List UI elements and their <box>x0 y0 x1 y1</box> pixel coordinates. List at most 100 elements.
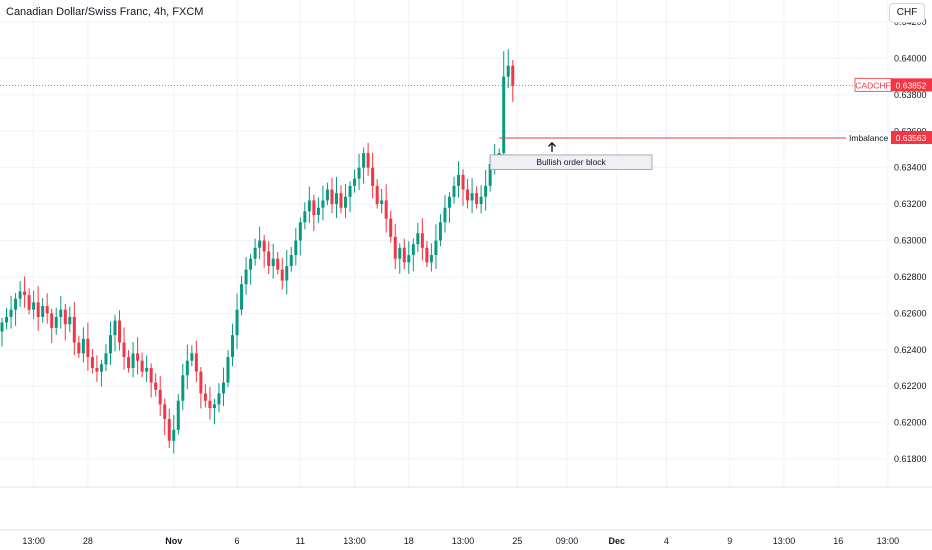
candle-body <box>425 247 429 263</box>
candle <box>221 367 225 407</box>
candle <box>389 210 393 243</box>
candle-body <box>199 371 203 394</box>
y-tick-label: 0.62400 <box>894 345 927 355</box>
candle <box>312 194 316 232</box>
candle-body <box>479 196 483 205</box>
candle <box>398 243 402 274</box>
candle <box>190 345 194 367</box>
candle-body <box>163 404 167 419</box>
candle-body <box>334 193 338 205</box>
candle <box>438 214 442 247</box>
candle-body <box>212 404 216 409</box>
candle <box>95 355 99 382</box>
candle-body <box>330 189 334 205</box>
x-tick-label: 9 <box>727 536 732 546</box>
candle <box>27 288 31 315</box>
candle <box>118 310 122 351</box>
candle-body <box>353 178 357 186</box>
candle <box>420 218 424 261</box>
candle-body <box>466 189 470 201</box>
candle-body <box>86 338 90 358</box>
candle-body <box>221 382 225 394</box>
candle-body <box>0 322 4 332</box>
x-tick-label: Nov <box>165 536 182 546</box>
candle <box>407 241 411 274</box>
candle <box>484 169 488 211</box>
candle-body <box>452 185 456 197</box>
candle <box>375 179 379 209</box>
candle <box>348 181 352 212</box>
candle <box>54 307 58 335</box>
x-tick-label: 09:00 <box>556 536 579 546</box>
candle <box>158 375 162 416</box>
candle-body <box>5 316 9 323</box>
candle-body <box>420 233 424 248</box>
candle <box>475 186 479 209</box>
candle-body <box>54 316 58 328</box>
candle-body <box>95 367 99 372</box>
candle-body <box>63 309 67 325</box>
order-block-label: Bullish order block <box>536 157 606 167</box>
candle-body <box>434 240 438 256</box>
candle-body <box>104 353 108 365</box>
candle <box>181 363 185 410</box>
candle <box>262 234 266 268</box>
candle-body <box>407 255 411 263</box>
candle <box>244 256 248 295</box>
chart-grid <box>0 0 932 531</box>
candle <box>136 337 140 375</box>
y-tick-label: 0.62800 <box>894 272 927 282</box>
candle <box>90 349 94 374</box>
candle <box>330 178 334 214</box>
candle-body <box>50 313 54 328</box>
candle-body <box>176 400 180 430</box>
candle-body <box>217 393 221 405</box>
candle-body <box>402 247 406 263</box>
candle-body <box>366 153 370 168</box>
candle-body <box>253 247 257 259</box>
currency-button[interactable]: CHF <box>889 3 925 23</box>
candle <box>68 306 72 333</box>
candle-body <box>194 353 198 372</box>
x-tick-label: 13:00 <box>22 536 45 546</box>
candle-body <box>108 335 112 354</box>
candle-body <box>348 185 352 197</box>
candle <box>443 195 447 233</box>
candle-body <box>502 76 506 154</box>
candle <box>145 355 149 382</box>
candle-body <box>344 196 348 208</box>
candle <box>371 152 375 199</box>
candle <box>23 276 27 308</box>
candle <box>99 359 103 387</box>
candle <box>240 276 244 316</box>
candle <box>63 303 67 341</box>
candle-body <box>339 193 343 208</box>
candle-body <box>127 357 131 368</box>
candle-body <box>362 153 366 168</box>
candle-body <box>81 338 85 354</box>
candle-body <box>393 236 397 259</box>
candle <box>429 243 433 272</box>
x-tick-label: 13:00 <box>773 536 796 546</box>
candle-body <box>411 244 415 256</box>
candle <box>249 254 253 285</box>
candle-body <box>77 342 81 354</box>
candle-body <box>72 316 76 343</box>
candle <box>285 249 289 295</box>
candle-body <box>59 309 63 317</box>
candle-body <box>321 200 325 208</box>
candle <box>380 188 384 214</box>
candle-body <box>32 302 36 310</box>
candle <box>253 238 257 266</box>
candle-body <box>475 193 479 205</box>
candle-body <box>185 360 189 376</box>
x-tick-label: 11 <box>296 536 305 546</box>
candle <box>0 317 4 347</box>
candle <box>5 307 9 330</box>
candle-body <box>484 185 488 197</box>
candle <box>384 184 388 233</box>
candle <box>194 340 198 382</box>
candle-body <box>9 309 13 317</box>
current-price-tag <box>891 78 932 92</box>
